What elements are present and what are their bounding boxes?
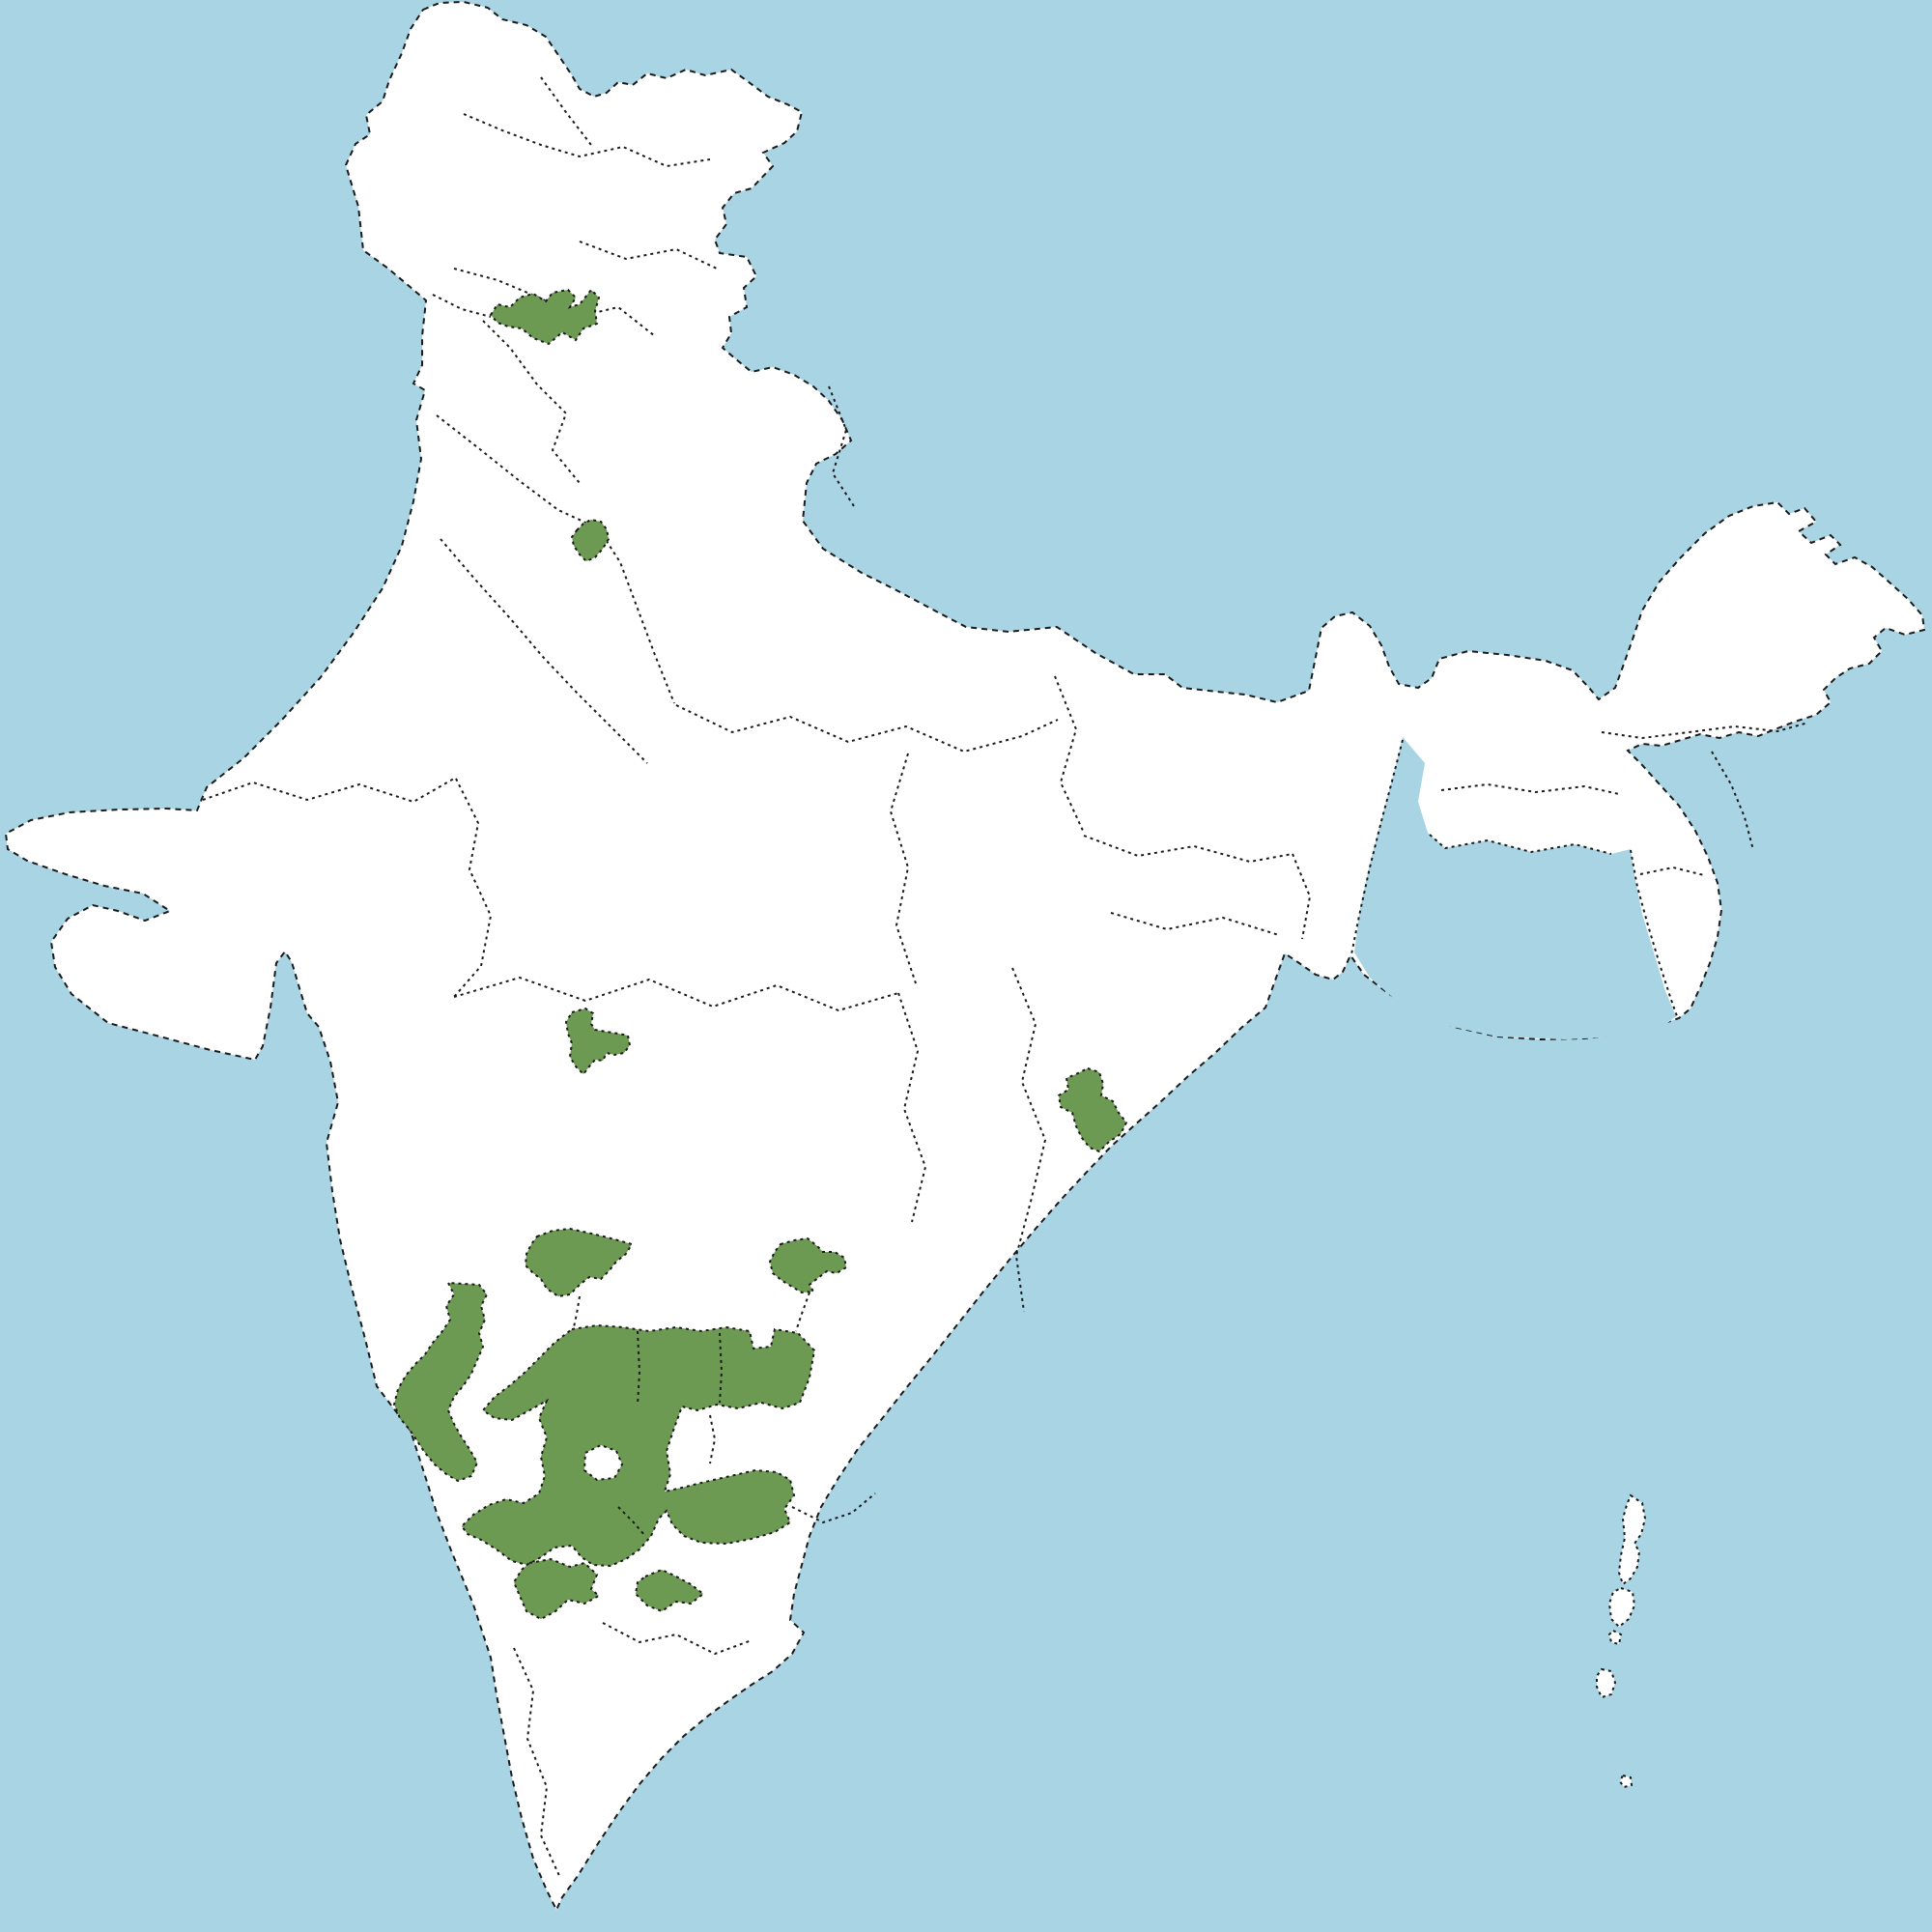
- district-punjab[interactable]: [489, 288, 601, 346]
- state-border-21: [828, 385, 855, 507]
- state-border-4: [453, 268, 656, 337]
- district-southeast-blob[interactable]: [634, 1568, 705, 1613]
- state-border-3: [579, 241, 718, 270]
- state-border-20: [1292, 853, 1312, 940]
- state-border-16: [1011, 967, 1047, 1313]
- state-border-6: [482, 320, 581, 484]
- state-border-23: [1440, 782, 1620, 795]
- state-border-25: [1639, 866, 1705, 876]
- state-border-27: [791, 1492, 876, 1524]
- district-west-up[interactable]: [570, 518, 611, 563]
- district-southwest-blob[interactable]: [512, 1557, 601, 1621]
- state-borders-layer: [202, 76, 1809, 1879]
- state-border-1: [463, 113, 711, 168]
- district-coastal-odisha[interactable]: [1057, 1066, 1128, 1153]
- state-border-12: [675, 704, 1059, 753]
- island-little-andaman: [1596, 1667, 1617, 1699]
- landmass-layer: [4, 0, 1926, 1913]
- state-border-34: [709, 1414, 717, 1464]
- highlighted-districts-layer: [392, 288, 1128, 1621]
- state-border-24: [1711, 751, 1754, 851]
- district-central-mp[interactable]: [564, 1007, 632, 1076]
- state-border-19: [1110, 912, 1280, 936]
- district-ap-north[interactable]: [768, 1236, 848, 1294]
- district-anantapur-area[interactable]: [524, 1227, 634, 1298]
- state-border-17: [1054, 675, 1085, 834]
- district-coastal-karnataka-strip[interactable]: [392, 1281, 489, 1483]
- state-border-11: [453, 778, 493, 998]
- state-border-26: [513, 1647, 561, 1879]
- island-andaman-middle: [1607, 1586, 1636, 1629]
- cluster-inner-border-1: [637, 1330, 641, 1406]
- district-inner-borders-layer: [582, 1330, 724, 1537]
- district-cluster-main[interactable]: [460, 1323, 816, 1568]
- bangladesh-notch: [1354, 737, 1676, 1039]
- cluster-hole: [582, 1443, 624, 1482]
- state-border-8: [598, 528, 675, 704]
- india-landmass: [4, 0, 1926, 1913]
- state-border-33: [795, 1292, 810, 1332]
- islands-layer: [1596, 1493, 1647, 1789]
- state-border-15: [897, 992, 927, 1223]
- island-andaman-north: [1617, 1493, 1647, 1586]
- state-border-22: [1601, 722, 1809, 740]
- state-border-2: [540, 76, 592, 146]
- state-border-28: [602, 1622, 753, 1656]
- state-border-10: [202, 778, 455, 804]
- island-nicobar: [1618, 1774, 1634, 1789]
- state-border-13: [889, 753, 917, 984]
- island-andaman-south: [1607, 1629, 1623, 1646]
- state-border-31: [1630, 849, 1678, 1017]
- state-border-9: [440, 538, 648, 764]
- cluster-inner-border-3: [617, 1506, 646, 1537]
- ocean-notch-layer: [1354, 737, 1676, 1039]
